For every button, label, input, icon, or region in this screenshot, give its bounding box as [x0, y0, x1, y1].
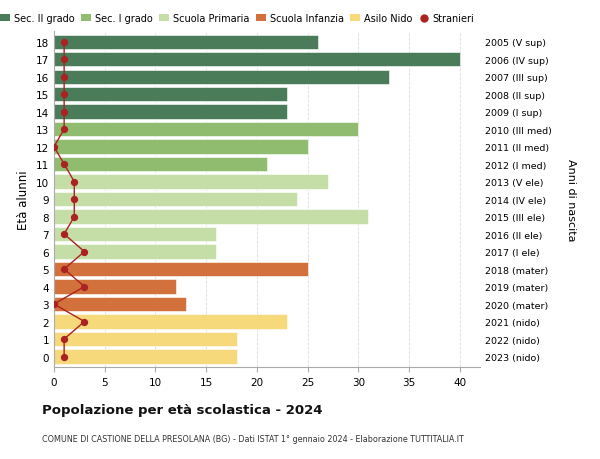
Bar	[54, 105, 287, 119]
Point	[80, 248, 89, 256]
Bar	[54, 262, 308, 277]
Point	[49, 144, 59, 151]
Bar	[54, 88, 287, 102]
Bar	[54, 227, 216, 242]
Bar	[54, 350, 236, 364]
Point	[59, 126, 69, 134]
Point	[80, 283, 89, 291]
Bar	[54, 332, 236, 347]
Point	[70, 196, 79, 203]
Text: COMUNE DI CASTIONE DELLA PRESOLANA (BG) - Dati ISTAT 1° gennaio 2024 - Elaborazi: COMUNE DI CASTIONE DELLA PRESOLANA (BG) …	[42, 434, 464, 442]
Bar	[54, 315, 287, 329]
Bar	[54, 192, 298, 207]
Point	[59, 231, 69, 238]
Point	[59, 56, 69, 64]
Point	[70, 213, 79, 221]
Point	[59, 336, 69, 343]
Bar	[54, 70, 389, 84]
Bar	[54, 35, 318, 50]
Y-axis label: Età alunni: Età alunni	[17, 170, 31, 230]
Bar	[54, 157, 267, 172]
Point	[59, 74, 69, 81]
Y-axis label: Anni di nascita: Anni di nascita	[566, 158, 575, 241]
Point	[59, 109, 69, 116]
Bar	[54, 280, 176, 294]
Bar	[54, 123, 358, 137]
Legend: Sec. II grado, Sec. I grado, Scuola Primaria, Scuola Infanzia, Asilo Nido, Stran: Sec. II grado, Sec. I grado, Scuola Prim…	[0, 14, 475, 24]
Point	[80, 318, 89, 325]
Point	[59, 39, 69, 46]
Bar	[54, 140, 308, 155]
Point	[59, 353, 69, 360]
Bar	[54, 245, 216, 259]
Bar	[54, 53, 460, 67]
Point	[59, 266, 69, 273]
Bar	[54, 175, 328, 190]
Text: Popolazione per età scolastica - 2024: Popolazione per età scolastica - 2024	[42, 403, 323, 416]
Bar	[54, 297, 186, 312]
Point	[70, 179, 79, 186]
Point	[59, 91, 69, 99]
Bar	[54, 210, 368, 224]
Point	[49, 301, 59, 308]
Point	[59, 161, 69, 168]
